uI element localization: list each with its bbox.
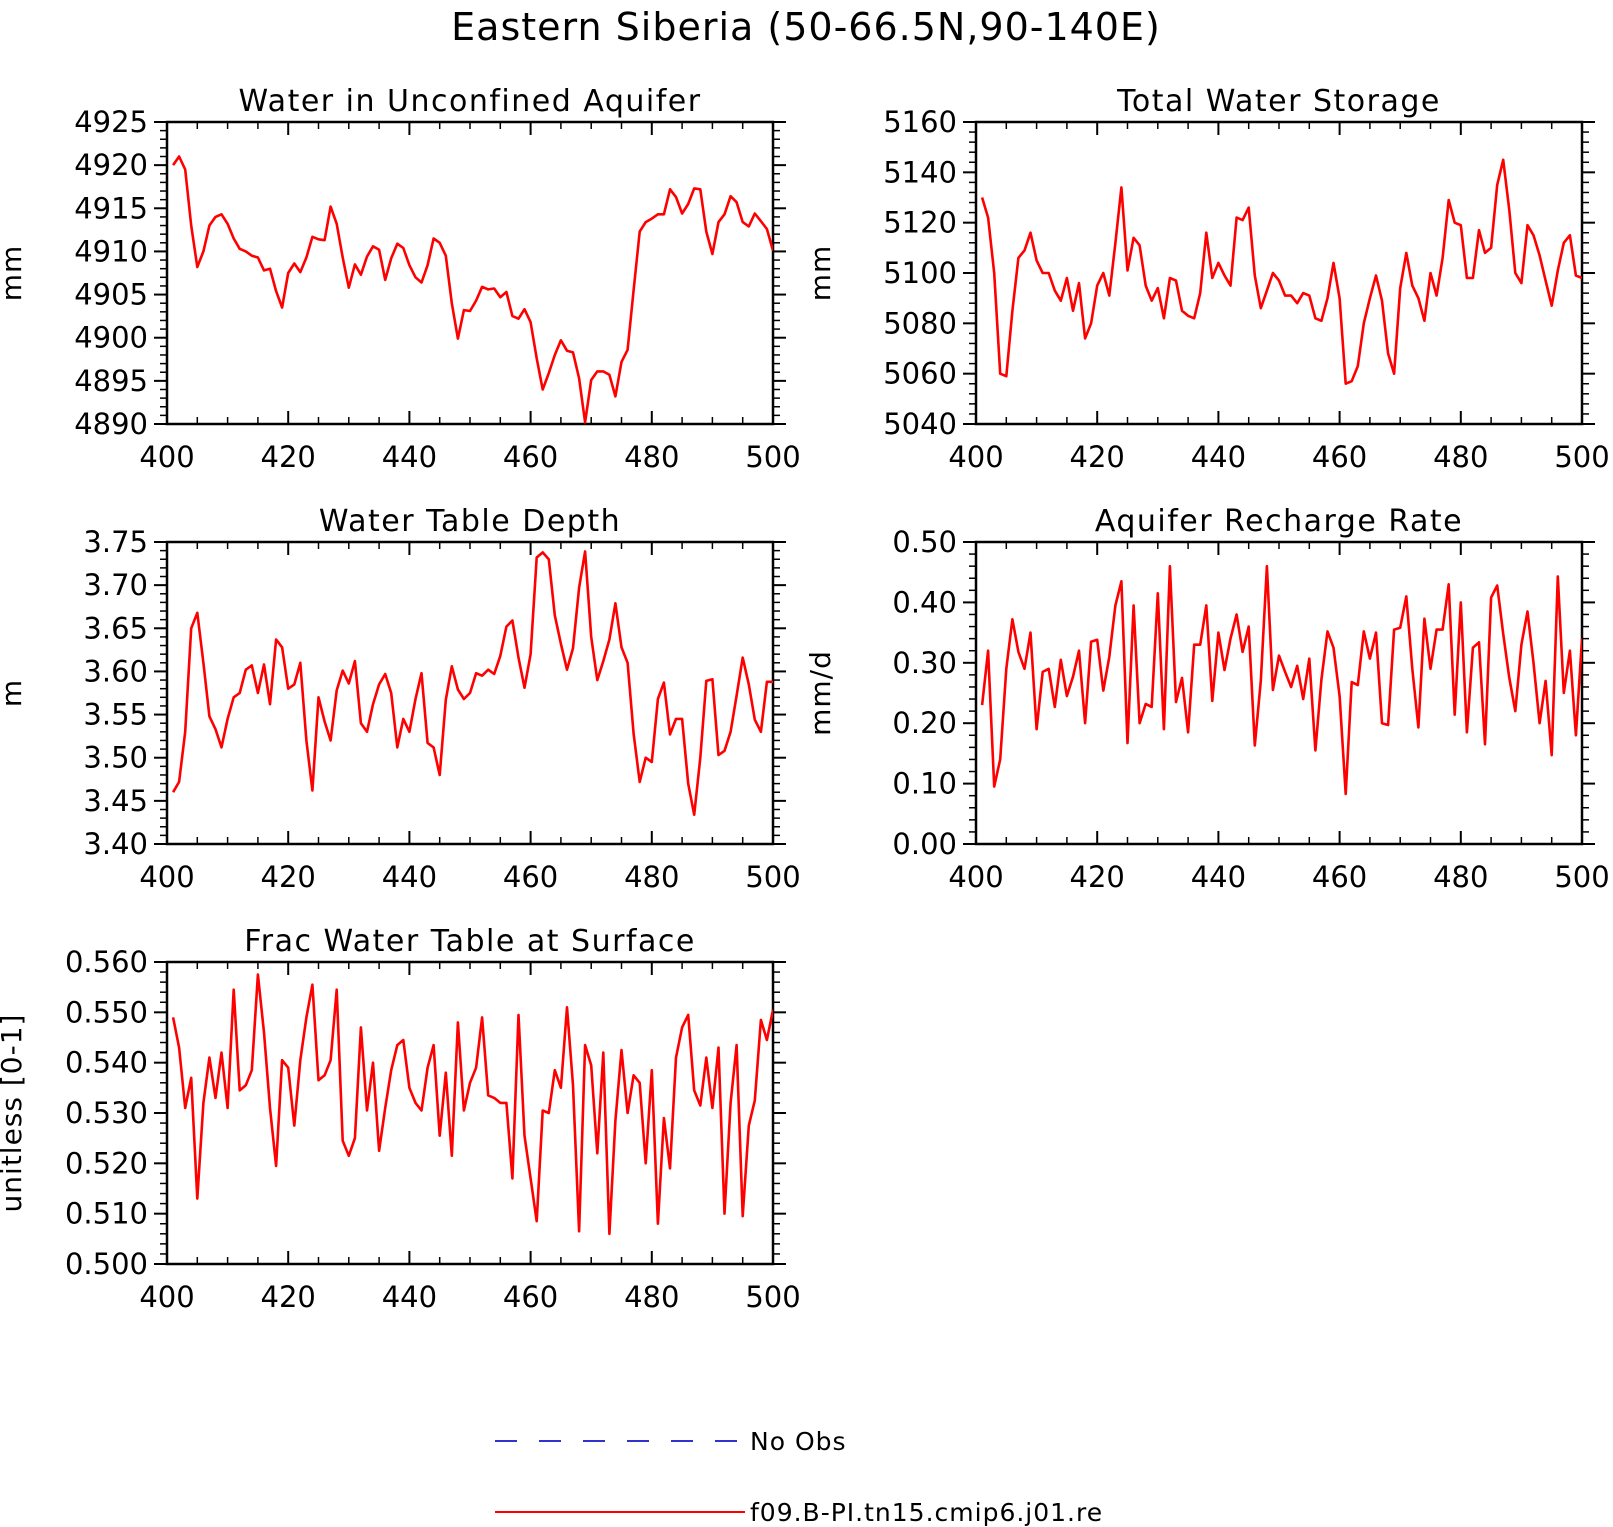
- x-tick-label: 400: [139, 440, 194, 474]
- y-tick-label: 5080: [883, 306, 957, 340]
- x-tick-label: 400: [139, 860, 194, 894]
- panels: Water in Unconfined Aquifer 400 420 440 460 4…: [0, 84, 1610, 1314]
- y-tick-label: 3.45: [83, 784, 148, 818]
- y-tick-label: 5060: [883, 357, 957, 391]
- x-tick-label: 400: [948, 860, 1003, 894]
- x-tick-label: 440: [382, 440, 437, 474]
- y-tick-label: 4890: [74, 407, 148, 441]
- x-tick-label: 420: [1070, 860, 1125, 894]
- x-tick-label: 460: [1312, 440, 1367, 474]
- figure-title: Eastern Siberia (50-66.5N,90-140E): [451, 5, 1161, 49]
- x-tick-label: 400: [948, 440, 1003, 474]
- chart-panel-5: Frac Water Table at Surface 400 420 440 460 4…: [0, 924, 801, 1314]
- y-tick-label: 0.510: [65, 1197, 148, 1231]
- x-tick-label: 440: [382, 860, 437, 894]
- y-tick-label: 4915: [74, 191, 148, 225]
- y-axis-label: mm: [0, 245, 28, 302]
- y-axis-label: mm: [804, 245, 837, 302]
- y-tick-label: 0.40: [892, 585, 957, 619]
- series-line: [171, 550, 773, 817]
- x-tick-label: 460: [503, 1280, 558, 1314]
- x-tick-label: 420: [261, 1280, 316, 1314]
- y-tick-label: 0.500: [65, 1247, 148, 1281]
- x-tick-label: 440: [382, 1280, 437, 1314]
- legend: No Obs f09.B-PI.tn15.cmip6.j01.re: [495, 1427, 1103, 1527]
- series-line: [980, 158, 1582, 386]
- y-tick-label: 3.65: [83, 611, 148, 645]
- x-tick-label: 460: [503, 440, 558, 474]
- chart-panel-3: Water Table Depth 400 420 440 460 480 500 3.40 3…: [0, 504, 801, 894]
- y-tick-label: 0.560: [65, 945, 148, 979]
- x-tick-label: 400: [139, 1280, 194, 1314]
- y-tick-label: 4895: [74, 364, 148, 398]
- x-tick-label: 420: [261, 440, 316, 474]
- series-line: [171, 973, 773, 1236]
- y-tick-label: 3.60: [83, 654, 148, 688]
- x-tick-label: 500: [1554, 440, 1609, 474]
- y-tick-label: 5040: [883, 407, 957, 441]
- x-tick-label: 500: [745, 1280, 800, 1314]
- y-axis-label: mm/d: [804, 650, 837, 736]
- x-tick-label: 440: [1191, 860, 1246, 894]
- y-tick-label: 5120: [883, 206, 957, 240]
- x-tick-label: 440: [1191, 440, 1246, 474]
- plot-frame: [974, 120, 1584, 426]
- x-tick-label: 420: [261, 860, 316, 894]
- chart-panel-4: Aquifer Recharge Rate 400 420 440 460 480 500 0…: [804, 504, 1610, 894]
- panel-title: Water Table Depth: [319, 504, 621, 539]
- chart-panel-2: Total Water Storage 400 420 440 460 480 500 504…: [804, 84, 1610, 474]
- y-tick-label: 0.50: [892, 525, 957, 559]
- x-tick-label: 480: [624, 440, 679, 474]
- x-tick-label: 480: [1433, 440, 1488, 474]
- y-tick-label: 0.10: [892, 767, 957, 801]
- y-tick-label: 3.75: [83, 525, 148, 559]
- x-tick-label: 460: [1312, 860, 1367, 894]
- x-tick-label: 420: [1070, 440, 1125, 474]
- plot-frame: [165, 120, 775, 426]
- legend-label-model: f09.B-PI.tn15.cmip6.j01.re: [750, 1498, 1103, 1527]
- y-tick-label: 4925: [74, 105, 148, 139]
- plot-frame: [165, 960, 775, 1266]
- panel-title: Total Water Storage: [1116, 84, 1441, 119]
- y-tick-label: 5140: [883, 155, 957, 189]
- y-tick-label: 3.50: [83, 741, 148, 775]
- x-tick-label: 460: [503, 860, 558, 894]
- y-axis-label: unitless [0-1]: [0, 1014, 28, 1213]
- y-tick-label: 4905: [74, 278, 148, 312]
- y-tick-label: 0.540: [65, 1046, 148, 1080]
- y-tick-label: 3.40: [83, 827, 148, 861]
- x-tick-label: 500: [745, 440, 800, 474]
- y-tick-label: 0.20: [892, 706, 957, 740]
- legend-label-no-obs: No Obs: [750, 1427, 847, 1456]
- x-tick-label: 500: [745, 860, 800, 894]
- y-axis-label: m: [0, 679, 28, 707]
- panel-title: Frac Water Table at Surface: [244, 924, 696, 959]
- y-tick-label: 4900: [74, 321, 148, 355]
- panel-title: Water in Unconfined Aquifer: [238, 84, 701, 119]
- y-tick-label: 0.550: [65, 995, 148, 1029]
- y-tick-label: 0.30: [892, 646, 957, 680]
- panel-title: Aquifer Recharge Rate: [1095, 504, 1463, 539]
- y-tick-label: 3.55: [83, 698, 148, 732]
- series-line: [172, 155, 773, 424]
- y-tick-label: 3.70: [83, 568, 148, 602]
- y-tick-label: 4920: [74, 148, 148, 182]
- y-tick-label: 5100: [883, 256, 957, 290]
- y-tick-label: 4910: [74, 234, 148, 268]
- y-tick-label: 0.530: [65, 1096, 148, 1130]
- x-tick-label: 480: [624, 860, 679, 894]
- y-tick-label: 0.00: [892, 827, 957, 861]
- x-tick-label: 480: [624, 1280, 679, 1314]
- x-tick-label: 500: [1554, 860, 1609, 894]
- chart-panel-1: Water in Unconfined Aquifer 400 420 440 460 4…: [0, 84, 801, 474]
- series-line: [980, 564, 1582, 796]
- y-tick-label: 0.520: [65, 1146, 148, 1180]
- x-tick-label: 480: [1433, 860, 1488, 894]
- y-tick-label: 5160: [883, 105, 957, 139]
